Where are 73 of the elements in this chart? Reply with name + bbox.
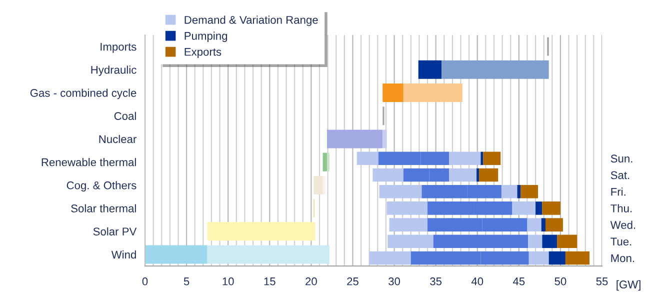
bar (548, 251, 566, 265)
bar (528, 251, 549, 265)
y-tick-label: Solar PV (93, 227, 137, 236)
bar (449, 168, 477, 182)
bar (536, 202, 542, 215)
bar (512, 202, 536, 215)
bar (356, 152, 378, 166)
bar (520, 184, 538, 198)
y-tick-label: Fri. (611, 188, 626, 196)
y-tick-label: Thu. (610, 204, 632, 212)
bar (382, 84, 404, 102)
bar (314, 176, 323, 194)
bar (476, 168, 480, 182)
x-tick-label: 15 (264, 278, 276, 286)
bar (501, 184, 518, 198)
bar (546, 218, 563, 232)
y-tick-label: Hydraulic (91, 66, 136, 76)
legend-label: Demand & Variation Range (184, 16, 318, 26)
x-tick-label: 35 (430, 277, 442, 286)
bar (542, 234, 558, 248)
x-tick-label: 30 (388, 277, 400, 286)
bar (372, 168, 404, 182)
y-tick-label: Nuclear (99, 134, 136, 144)
x-tick-label: 10 (222, 277, 234, 286)
y-tick-label: Renewable thermal (42, 158, 136, 166)
bar (388, 234, 434, 248)
y-tick-label: Tue. (610, 238, 632, 246)
bar (207, 222, 316, 241)
y-tick-label: Gas - combined cycle (30, 88, 136, 100)
bar (557, 234, 578, 248)
x-tick-label: 5 (184, 278, 190, 286)
y-tick-label: Sun. (610, 154, 632, 163)
legend-label: Exports (184, 48, 222, 58)
y-tick-label: Mon. (611, 254, 634, 262)
bar (479, 168, 498, 182)
bar (386, 202, 428, 215)
bar (542, 202, 560, 215)
bar (145, 245, 208, 264)
bar (389, 218, 428, 232)
x-axis-title: [GW] (616, 280, 640, 291)
x-tick-label: 40 (471, 277, 484, 286)
bar (528, 234, 542, 248)
x-tick-label: 55 (596, 278, 608, 286)
y-tick-label: Imports (100, 42, 136, 53)
x-tick-label: 0 (142, 277, 148, 286)
bar (418, 60, 442, 79)
bar (480, 152, 484, 166)
bar (449, 152, 481, 166)
x-tick-label: 25 (347, 277, 358, 286)
bar (326, 130, 383, 148)
x-tick-label: 45 (512, 278, 525, 286)
y-tick-label: Solar thermal (71, 204, 136, 212)
bar (207, 245, 330, 264)
bar (403, 84, 462, 102)
bar (541, 218, 546, 232)
x-tick-label: 20 (306, 277, 317, 286)
bar (322, 152, 327, 172)
bar (517, 184, 521, 198)
y-tick-label: Sat. (610, 171, 630, 180)
bar (326, 152, 330, 172)
x-tick-label: 50 (554, 277, 566, 286)
legend-label: Pumping (184, 32, 228, 42)
y-tick-label: Wed. (610, 220, 636, 229)
bar (382, 130, 387, 148)
bar (527, 218, 542, 232)
bar (369, 251, 411, 265)
y-tick-label: Coal (114, 112, 136, 120)
bar (442, 60, 549, 79)
bar (379, 184, 422, 198)
y-tick-label: Wind (111, 250, 136, 259)
y-tick-label: Cog. & Others (66, 181, 136, 192)
bar (565, 251, 590, 265)
bar (483, 152, 501, 166)
